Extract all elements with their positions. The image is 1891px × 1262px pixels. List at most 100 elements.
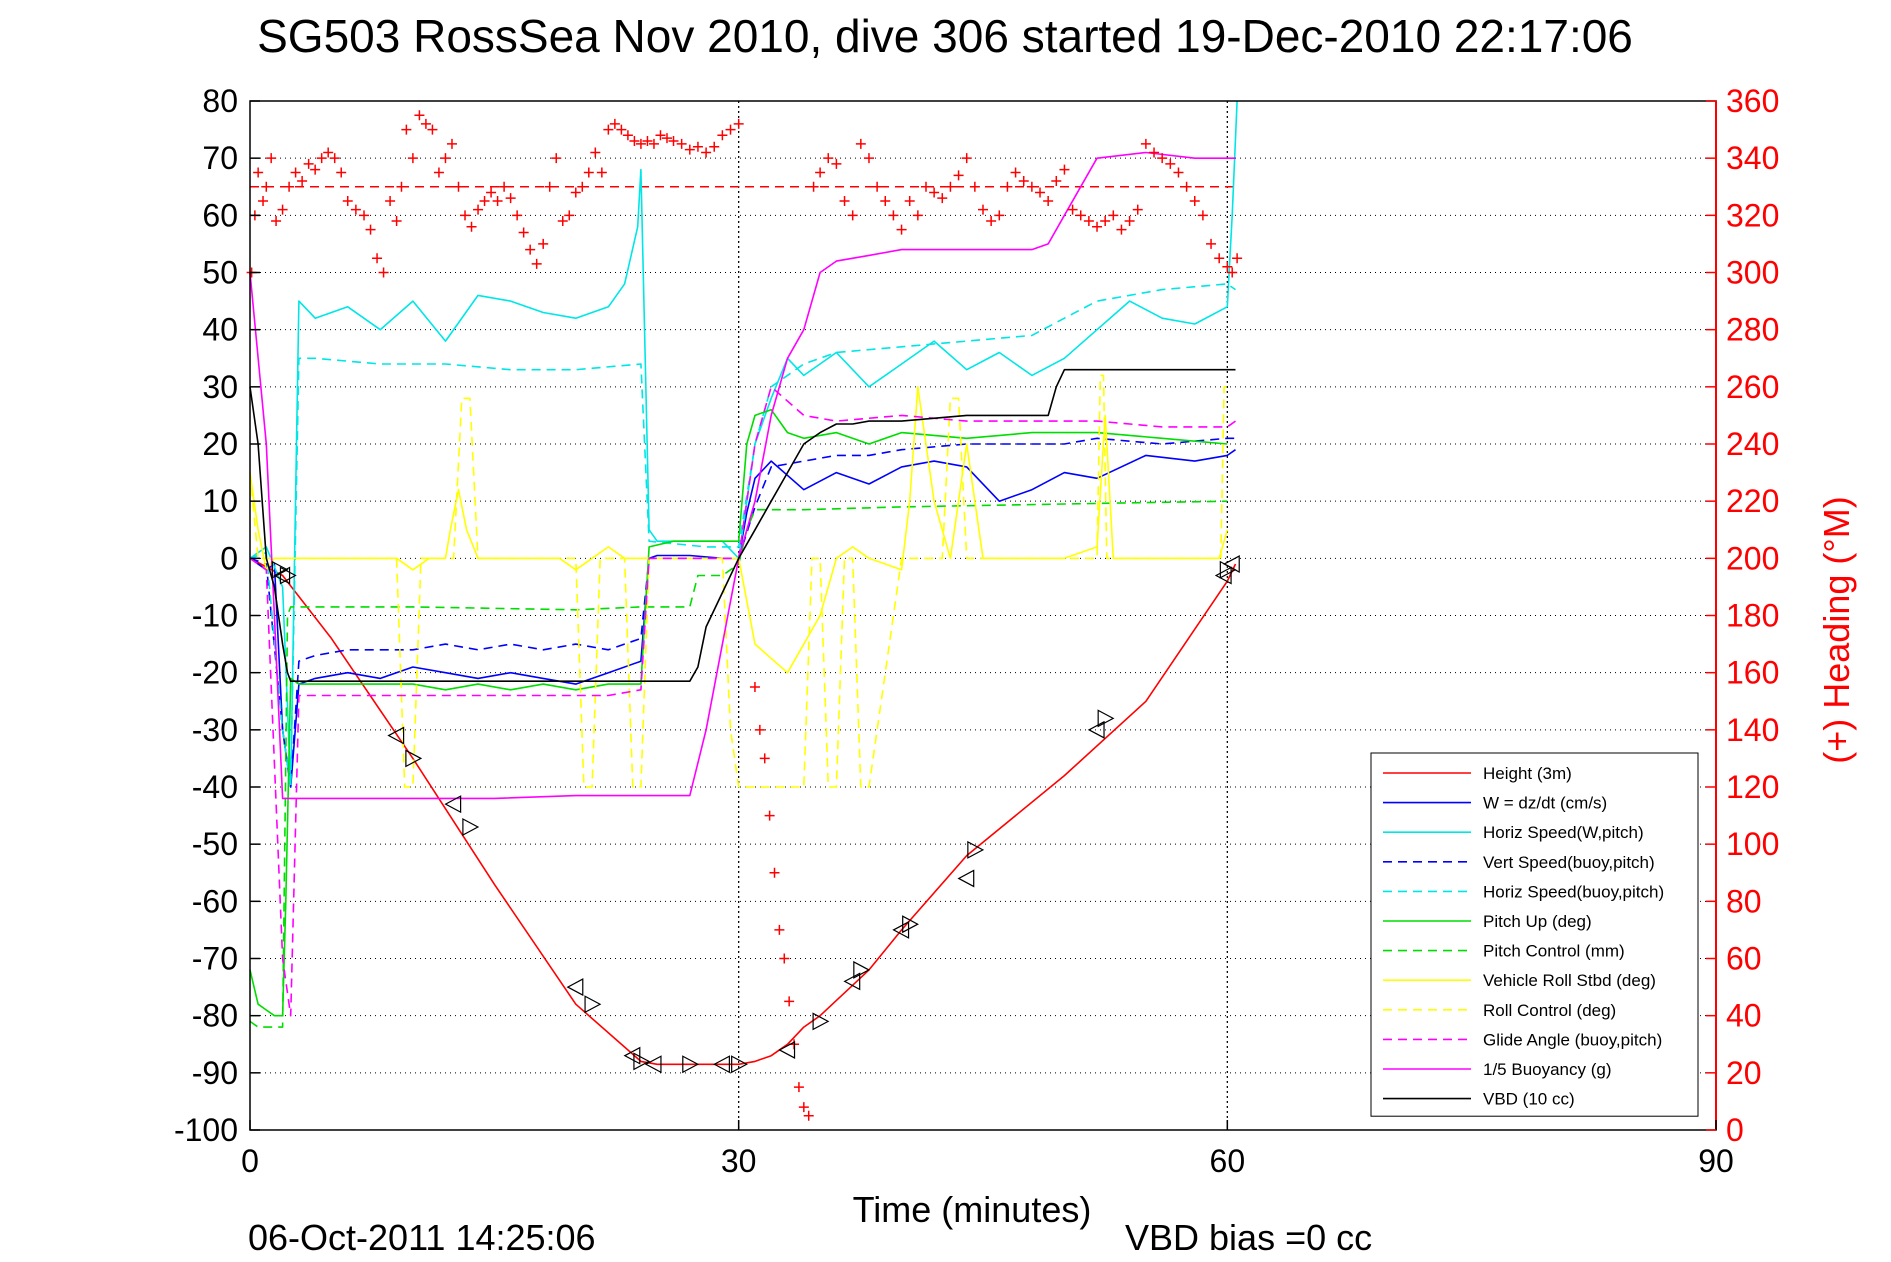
- y2-tick-label: 80: [1726, 883, 1762, 919]
- y-tick-label: -100: [174, 1112, 238, 1148]
- chart-title: SG503 RossSea Nov 2010, dive 306 started…: [257, 10, 1633, 62]
- heading-marker: [1165, 158, 1176, 169]
- series-line-8: [249, 385, 1229, 674]
- y2-tick-label: 260: [1726, 369, 1779, 405]
- heading-marker: [709, 141, 720, 152]
- y-tick-label: 20: [202, 426, 238, 462]
- heading-marker: [603, 124, 614, 135]
- heading-marker: [385, 196, 396, 207]
- triangle-marker: [892, 920, 910, 939]
- y2-tick-label: 220: [1726, 483, 1779, 519]
- heading-marker: [945, 181, 956, 192]
- heading-marker: [316, 153, 327, 164]
- heading-marker: [414, 110, 425, 121]
- heading-marker: [342, 196, 353, 207]
- series-line-9: [249, 374, 1228, 788]
- heading-marker: [551, 153, 562, 164]
- heading-marker: [253, 167, 264, 178]
- heading-marker: [733, 118, 744, 129]
- heading-marker: [261, 181, 272, 192]
- heading-marker: [1010, 167, 1021, 178]
- heading-marker: [759, 753, 770, 764]
- y2-tick-label: 40: [1726, 998, 1762, 1034]
- heading-marker: [986, 216, 997, 227]
- y2-tick-label: 320: [1726, 197, 1779, 233]
- y-tick-label: -60: [192, 883, 238, 919]
- heading-marker: [779, 953, 790, 964]
- y-tick-label: -20: [192, 655, 238, 691]
- x-tick-label: 0: [241, 1143, 259, 1179]
- heading-marker: [616, 124, 627, 135]
- heading-marker: [823, 153, 834, 164]
- x-tick-label: 90: [1698, 1143, 1734, 1179]
- heading-marker: [453, 181, 464, 192]
- heading-marker: [1051, 176, 1062, 187]
- triangle-marker: [273, 566, 291, 585]
- heading-marker: [1197, 210, 1208, 221]
- heading-marker: [303, 158, 314, 169]
- series-line-6: [249, 408, 1228, 1017]
- y-tick-label: 10: [202, 483, 238, 519]
- heading-marker: [764, 810, 775, 821]
- legend-label: Glide Angle (buoy,pitch): [1483, 1030, 1662, 1049]
- heading-marker: [904, 196, 915, 207]
- heading-marker: [953, 170, 964, 181]
- heading-marker: [479, 196, 490, 207]
- heading-marker: [577, 181, 588, 192]
- y2-tick-label: 120: [1726, 769, 1779, 805]
- heading-marker: [863, 153, 874, 164]
- heading-marker: [629, 136, 640, 147]
- heading-marker: [310, 164, 321, 175]
- heading-marker: [769, 867, 780, 878]
- heading-marker: [1100, 216, 1111, 227]
- heading-marker: [978, 204, 988, 215]
- heading-marker: [808, 181, 819, 192]
- y2-tick-label: 160: [1726, 655, 1779, 691]
- heading-marker: [290, 167, 301, 178]
- heading-marker: [271, 216, 282, 227]
- heading-marker: [1043, 196, 1054, 207]
- triangle-marker: [853, 960, 871, 979]
- y2-tick-label: 360: [1726, 83, 1779, 119]
- heading-marker: [1206, 238, 1217, 249]
- heading-marker: [1173, 167, 1184, 178]
- heading-marker: [365, 224, 376, 235]
- triangle-marker: [279, 566, 297, 585]
- legend-label: Pitch Up (deg): [1483, 912, 1592, 931]
- y2-tick-label: 240: [1726, 426, 1779, 462]
- heading-marker: [583, 167, 594, 178]
- heading-marker: [648, 138, 659, 149]
- y2-tick-label: 20: [1726, 1055, 1762, 1091]
- y2-axis-label: (+) Heading (°M): [1816, 496, 1857, 763]
- heading-marker: [969, 181, 980, 192]
- triangle-marker: [1087, 720, 1105, 739]
- heading-marker: [1157, 153, 1168, 164]
- heading-marker: [815, 167, 826, 178]
- triangle-marker: [633, 1052, 651, 1071]
- heading-marker: [1002, 181, 1013, 192]
- y-tick-label: 80: [202, 83, 238, 119]
- triangle-marker: [682, 1055, 700, 1074]
- heading-marker: [676, 138, 687, 149]
- heading-marker: [391, 216, 402, 227]
- heading-marker: [460, 210, 471, 221]
- legend-label: Vehicle Roll Stbd (deg): [1483, 971, 1656, 990]
- x-axis-ticks: 0 30 60 90: [241, 1120, 1734, 1179]
- x-tick-label: 60: [1210, 1143, 1246, 1179]
- heading-marker: [544, 181, 555, 192]
- heading-marker: [754, 724, 765, 735]
- heading-marker: [499, 181, 510, 192]
- legend-label: Roll Control (deg): [1483, 1001, 1616, 1020]
- y2-tick-label: 280: [1726, 312, 1779, 348]
- heading-marker: [1067, 204, 1078, 215]
- y-tick-label: 60: [202, 197, 238, 233]
- heading-marker: [440, 153, 451, 164]
- triangle-marker: [271, 560, 289, 579]
- heading-marker: [655, 130, 666, 141]
- heading-marker: [1059, 164, 1070, 175]
- y-tick-label: -50: [192, 826, 238, 862]
- heading-marker: [277, 204, 288, 215]
- heading-marker: [420, 118, 431, 129]
- heading-marker: [896, 224, 907, 235]
